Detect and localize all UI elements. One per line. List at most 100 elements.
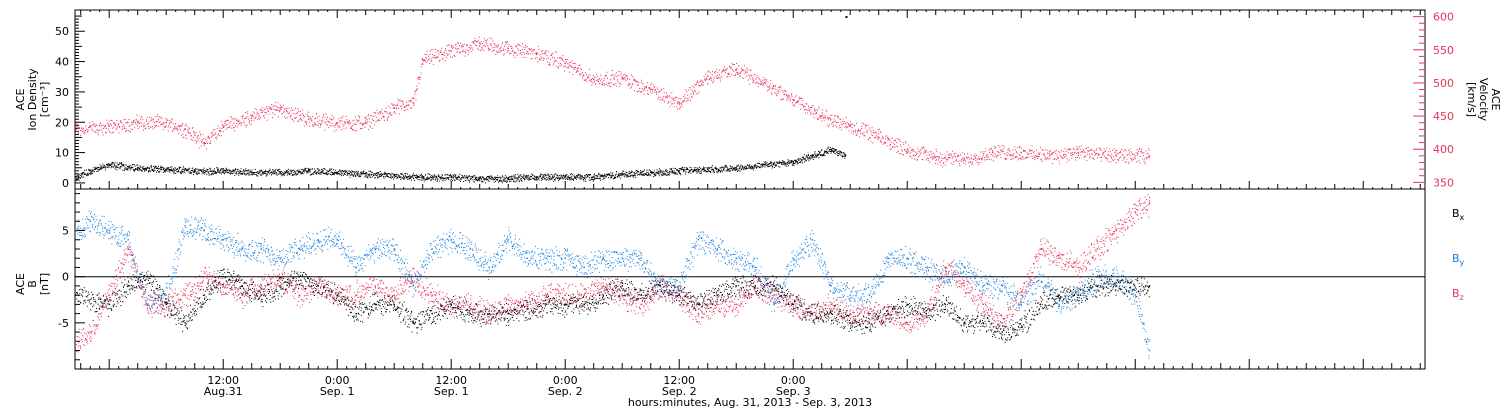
velocity-tick-label: 450 [1433,110,1454,123]
bx-series-point [887,312,889,315]
bz-series [75,194,1151,353]
b-tick-label: 0 [62,271,69,284]
bz-series-point [849,312,851,315]
density-tick-label: 20 [55,116,69,129]
by-series-point [89,220,91,223]
bz-series-point [222,285,224,287]
velocity-series-point [222,125,224,127]
bx-series-point [963,322,965,324]
by-series-point [1058,303,1060,306]
bx-series [75,268,1151,343]
bx-series-point [944,303,946,306]
bz-series-point [469,303,471,306]
density-series-point [507,177,509,180]
by-series-point [469,248,471,250]
x-tick-label-date: Sep. 2 [548,385,583,398]
bx-series-point [450,303,452,306]
by-series-point [716,248,718,250]
by-series-point [678,285,680,287]
by-series-point [925,266,927,269]
velocity-series-point [203,141,205,144]
velocity-series-point [450,50,452,52]
density-series-point [336,171,338,174]
velocity-series-point [935,156,937,158]
by-series-point [849,294,851,296]
by-series-cloud [75,210,1151,359]
velocity-series-point [165,122,167,124]
bx-series-point [260,294,262,296]
bx-series-point [583,303,585,306]
bx-series-point [982,322,984,324]
bx-series-point [735,285,737,287]
velocity-series-point [108,125,110,127]
velocity-series-point [308,118,310,121]
bz-series-point [830,303,832,306]
bx-series-point [640,294,642,296]
by-series-point [355,266,357,269]
bz-series-point [906,322,908,324]
bx-series-cloud [76,268,1150,343]
by-series-point [203,229,205,232]
bx-series-point [545,303,547,306]
density-tick-label: 0 [62,177,69,190]
b-tick-label: 5 [62,225,69,238]
bx-series-point [393,303,395,306]
bz-series-point [583,294,585,296]
bx-series-point [716,294,718,296]
bx-series-point [355,312,357,315]
density-series-point [844,154,847,157]
bz-series-point [1096,248,1098,250]
by-series [75,210,1151,359]
by-series-point [184,225,186,227]
velocity-tick-label: 600 [1433,11,1454,24]
velocity-series-point [75,128,77,131]
by-series-point [108,229,110,232]
bx-series-point [222,275,224,278]
bz-series-point [355,294,357,296]
density-series-point [108,164,110,166]
by-series-point [450,239,452,241]
bx-series-point [203,294,205,296]
velocity-tick-label: 550 [1433,44,1454,57]
by-series-point [982,285,984,287]
density-series-point [621,173,623,175]
bz-series-point [545,294,547,296]
bx-series-point [507,312,509,315]
by-series-point [640,257,642,259]
bz-series-point [279,275,281,278]
bx-series-point [1148,285,1151,287]
by-series-point [165,294,167,296]
velocity-series-point [1077,151,1079,154]
density-series-point [650,171,652,174]
bz-series-point [184,294,186,296]
velocity-series-point [906,148,908,150]
velocity-series-point [279,107,281,109]
bx-series-point [526,308,528,310]
by-series-point [792,257,794,259]
by-series-point [317,239,319,241]
bz-series-point [564,294,566,296]
by-series-point [621,257,623,259]
by-series-point [735,257,737,259]
x-tick-label-date: Sep. 3 [776,385,811,398]
bx-series-point [830,312,832,315]
density-tick-label: 40 [55,56,69,69]
density-series-cloud [75,146,847,184]
bz-series-point [507,303,509,306]
density-series-point [593,176,595,178]
density-series-point [75,176,77,178]
velocity-series-point [764,82,766,84]
bx-series-point [754,285,756,287]
top-panel-frame [74,9,1426,190]
density-series [75,146,847,184]
bx-series-point [146,275,148,278]
bz-series-point [735,303,737,306]
density-series-point [308,170,310,172]
velocity-series-point [184,128,186,131]
bx-series-point [678,294,680,296]
density-outlier [845,16,848,19]
by-series-point [526,257,528,259]
by-series-point [1134,294,1136,296]
velocity-series-point [1148,155,1151,157]
